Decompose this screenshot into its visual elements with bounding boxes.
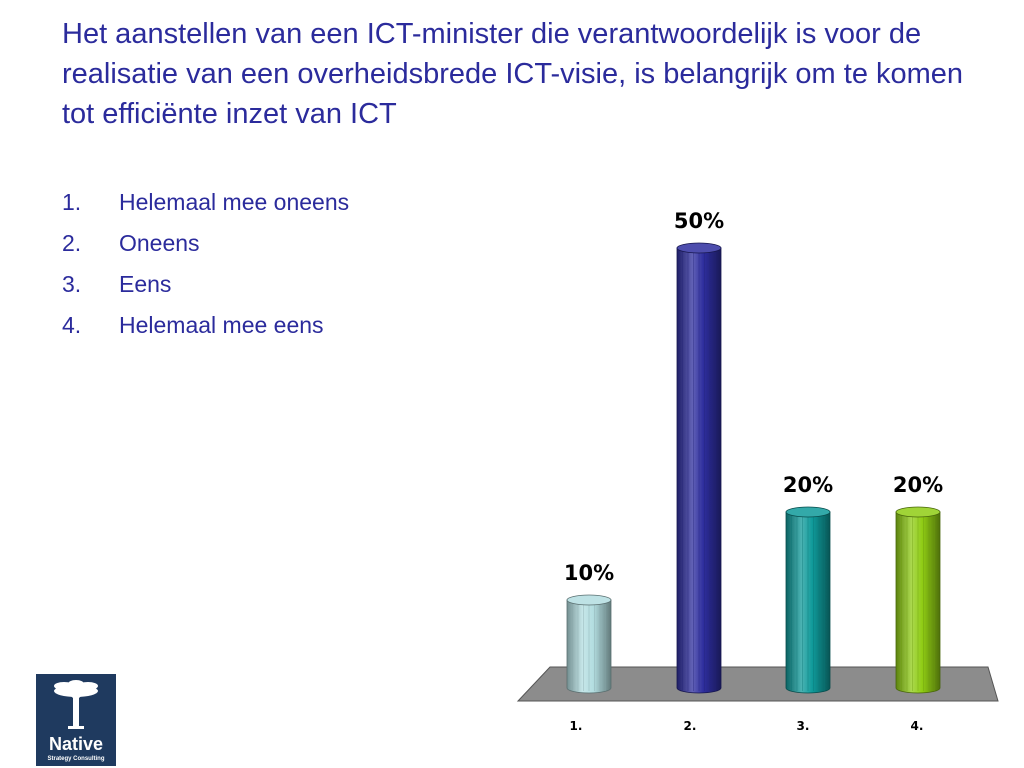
option-label: Oneens [119,230,200,256]
answer-options-list: 1. Helemaal mee oneens 2. Oneens 3. Eens… [62,184,349,348]
option-number: 3. [62,271,82,297]
answer-option: 4. Helemaal mee eens [62,307,349,348]
answer-option: 3. Eens [62,266,349,307]
option-number: 2. [62,230,82,256]
x-tick-label: 3. [797,719,810,733]
bar-4 [895,506,941,694]
option-number: 4. [62,312,82,338]
logo-tagline: Strategy Consulting [47,756,105,762]
logo-brand-text: Native [48,734,104,754]
bar-2 [676,242,722,694]
company-logo: Native Strategy Consulting [36,674,116,766]
bar-1 [566,594,612,694]
bar-value-label: 10% [564,561,614,585]
bar-value-label: 50% [674,209,724,233]
tree-icon [54,680,98,729]
answer-option: 2. Oneens [62,225,349,266]
option-label: Helemaal mee eens [119,312,324,338]
bar-value-label: 20% [783,473,833,497]
bar-3 [785,506,831,694]
option-label: Helemaal mee oneens [119,189,350,215]
chart-floor [516,666,999,702]
x-tick-label: 4. [911,719,924,733]
answer-option: 1. Helemaal mee oneens [62,184,349,225]
x-tick-label: 1. [570,719,583,733]
x-tick-label: 2. [684,719,697,733]
option-number: 1. [62,189,82,215]
slide-title: Het aanstellen van een ICT-minister die … [62,18,964,130]
bar-chart: 10% 1. 50% 2. 20% 3. 20% 4. [516,209,999,733]
bar-value-label: 20% [893,473,943,497]
option-label: Eens [119,271,172,297]
